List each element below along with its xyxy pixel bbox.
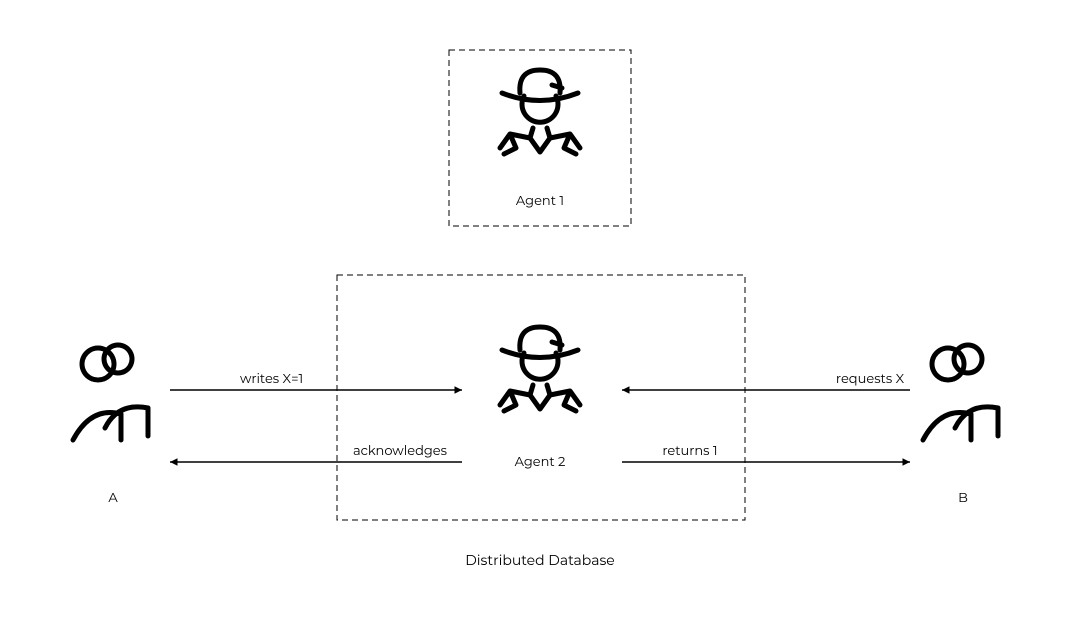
caption: Distributed Database: [465, 551, 615, 569]
node-label-agent1: Agent 1: [516, 193, 564, 209]
edge-label-a_writes: writes X=1: [240, 371, 303, 387]
edge-label-returns: returns 1: [662, 443, 717, 459]
node-label-clientA: A: [108, 490, 118, 506]
edge-label-b_requests: requests X: [836, 371, 905, 387]
node-label-agent2: Agent 2: [515, 454, 566, 470]
spy-icon: [500, 70, 580, 154]
box-agent2: [337, 275, 745, 520]
spy-icon: [500, 327, 580, 411]
users-icon: [923, 345, 998, 440]
edge-label-ack: acknowledges: [353, 443, 447, 459]
users-icon: [73, 345, 148, 440]
node-label-clientB: B: [958, 490, 968, 506]
